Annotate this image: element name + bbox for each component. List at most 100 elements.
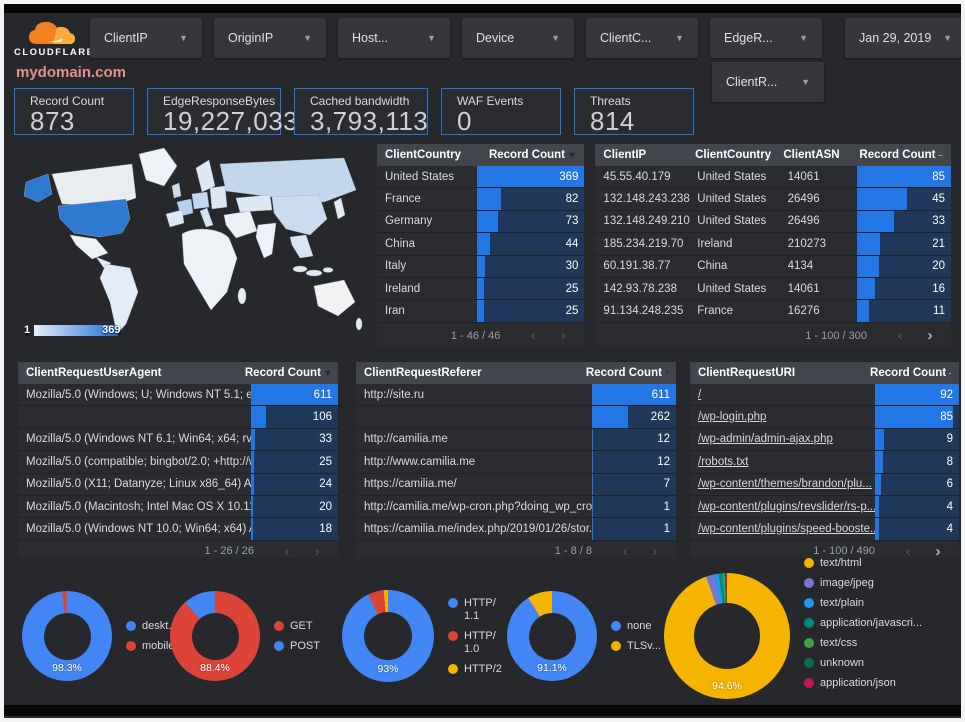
uri-link[interactable]: /wp-content/plugins/speed-booste... bbox=[698, 523, 876, 536]
record-count-value: 4 bbox=[946, 523, 953, 536]
table-cell: /wp-content/plugins/revslider/rs-p... bbox=[698, 496, 875, 517]
record-count-value: 262 bbox=[650, 411, 670, 424]
donut-chart[interactable]: 88.4% bbox=[170, 591, 260, 681]
chart-legend: GET POST bbox=[274, 620, 320, 653]
legend-dot-icon bbox=[274, 620, 284, 631]
table-row: 60.191.38.77 China 4134 20 bbox=[595, 255, 951, 278]
record-count-value: 25 bbox=[565, 282, 579, 295]
record-count-bar bbox=[591, 473, 593, 495]
table-row: /wp-content/plugins/revslider/rs-p... 4 bbox=[690, 495, 959, 519]
scorecard-value: 814 bbox=[590, 106, 635, 136]
uri-link[interactable]: /wp-content/themes/brandon/plu... bbox=[698, 478, 872, 491]
donut-request-method: 88.4% GET POST bbox=[170, 566, 320, 706]
column-header[interactable]: Record Count – bbox=[870, 367, 951, 379]
column-header[interactable]: ClientIP bbox=[603, 149, 647, 161]
table-cell: United States bbox=[697, 193, 767, 206]
record-count-value: 369 bbox=[559, 170, 579, 183]
legend-dot-icon bbox=[611, 640, 621, 651]
filter-chip[interactable]: Device ▼ bbox=[462, 18, 574, 58]
pagination-range: 1 - 26 / 26 bbox=[204, 545, 254, 558]
legend-dot-icon bbox=[448, 597, 458, 608]
record-count-value: 1 bbox=[663, 500, 670, 513]
legend-label: none bbox=[627, 619, 652, 632]
uri-link[interactable]: /wp-login.php bbox=[698, 411, 767, 424]
pagination-next-icon[interactable]: › bbox=[927, 327, 933, 344]
column-header[interactable]: ClientCountry bbox=[385, 149, 462, 161]
column-header[interactable]: Record Count ▼ bbox=[586, 367, 668, 379]
record-count-bar-cell: 92 bbox=[875, 384, 959, 406]
donut-hole bbox=[694, 603, 760, 669]
record-count-bar-cell: 25 bbox=[476, 277, 585, 300]
record-count-value: 7 bbox=[663, 478, 670, 491]
table-cell: France bbox=[385, 193, 421, 206]
record-count-bar-cell: 85 bbox=[857, 166, 951, 188]
filter-label: ClientC... bbox=[600, 31, 652, 45]
record-count-bar bbox=[857, 210, 894, 233]
record-count-value: 21 bbox=[932, 237, 945, 250]
chevron-down-icon: ▼ bbox=[675, 33, 684, 43]
table-client-country: ClientCountry Record Count ▼ United States… bbox=[377, 144, 585, 346]
uri-link[interactable]: /robots.txt bbox=[698, 455, 749, 468]
pagination-prev-icon: ‹ bbox=[897, 327, 903, 344]
donut-chart[interactable]: 98.3% bbox=[22, 591, 112, 681]
record-count-bar bbox=[875, 473, 881, 495]
uri-link[interactable]: /wp-content/plugins/revslider/rs-p... bbox=[698, 500, 876, 513]
table-cell: China bbox=[697, 260, 728, 273]
table-referer: ClientRequestReferer Record Count ▼ http:/… bbox=[356, 362, 676, 559]
donut-chart[interactable]: 91.1% bbox=[507, 591, 597, 681]
record-count-value: 106 bbox=[312, 411, 332, 424]
column-header[interactable]: Record Count – bbox=[859, 149, 943, 161]
table-cell: 14061 bbox=[787, 170, 820, 183]
record-count-bar bbox=[476, 188, 501, 210]
table-cell: 142.93.78.238 bbox=[603, 282, 677, 295]
record-count-value: 1 bbox=[663, 523, 670, 536]
filter-chip[interactable]: Host... ▼ bbox=[338, 18, 450, 58]
record-count-value: 25 bbox=[319, 455, 332, 468]
filter-chip[interactable]: EdgeR... ▼ bbox=[710, 18, 822, 58]
donut-chart[interactable]: 93% bbox=[342, 590, 434, 682]
filter-chip[interactable]: ClientC... ▼ bbox=[586, 18, 698, 58]
record-count-bar-cell: 6 bbox=[875, 473, 959, 495]
column-header[interactable]: Record Count ▼ bbox=[245, 367, 330, 379]
date-range-filter[interactable]: Jan 29, 2019 ▼ bbox=[845, 18, 961, 58]
filter-chip-clientr[interactable]: ClientR... ▼ bbox=[712, 62, 824, 102]
record-count-bar bbox=[875, 406, 953, 428]
filter-chip[interactable]: ClientIP ▼ bbox=[90, 18, 202, 58]
record-count-value: 12 bbox=[657, 433, 670, 446]
record-count-bar bbox=[857, 233, 881, 255]
table-row: Italy 30 bbox=[377, 255, 585, 278]
uri-link[interactable]: /wp-admin/admin-ajax.php bbox=[698, 433, 833, 446]
column-header[interactable]: Record Count ▼ bbox=[488, 149, 577, 161]
table-row: 185.234.219.70 Ireland 210273 21 bbox=[595, 233, 951, 256]
legend-dot-icon bbox=[804, 658, 814, 668]
record-count-bar bbox=[476, 166, 585, 188]
donut-percentage-label: 98.3% bbox=[52, 662, 82, 674]
table-row: https://camilia.me/index.php/2019/01/26/… bbox=[356, 518, 676, 541]
donut-percentage-label: 93% bbox=[377, 663, 399, 675]
column-header[interactable]: ClientCountry bbox=[695, 149, 772, 161]
uri-link[interactable]: / bbox=[698, 388, 702, 401]
table-cell: United States bbox=[385, 170, 455, 183]
table-header: ClientRequestURI Record Count – bbox=[690, 362, 959, 384]
column-header[interactable]: ClientRequestUserAgent bbox=[26, 367, 162, 379]
filter-label: ClientR... bbox=[726, 75, 778, 89]
column-header[interactable]: ClientRequestReferer bbox=[364, 367, 482, 379]
pagination-next-icon[interactable]: › bbox=[935, 542, 941, 560]
donut-hole bbox=[43, 612, 91, 660]
scorecard-label: EdgeResponseBytes bbox=[163, 94, 276, 108]
record-count-bar-cell: 20 bbox=[857, 255, 951, 277]
donut-chart[interactable]: 94.6% bbox=[664, 573, 790, 699]
table-row: /wp-content/themes/brandon/plu... 6 bbox=[690, 473, 959, 496]
column-header[interactable]: ClientASN bbox=[783, 149, 840, 161]
legend-dot-icon bbox=[804, 598, 814, 608]
table-row: 142.93.78.238 United States 14061 16 bbox=[595, 277, 951, 301]
chevron-down-icon: ▼ bbox=[551, 33, 560, 43]
legend-label: text/plain bbox=[820, 597, 865, 609]
table-pagination: 1 - 26 / 26 ‹ › bbox=[18, 541, 338, 562]
filter-chip[interactable]: OriginIP ▼ bbox=[214, 18, 326, 58]
table-body: / 92/wp-login.php 85/wp-admin/admin-ajax.p… bbox=[690, 384, 959, 541]
world-map[interactable]: 1 369 bbox=[14, 144, 366, 346]
column-header[interactable]: ClientRequestURI bbox=[698, 367, 796, 379]
table-row: Mozilla/5.0 (Windows; U; Windows NT 5.1;… bbox=[18, 384, 338, 407]
record-count-bar-cell: 7 bbox=[591, 473, 676, 495]
